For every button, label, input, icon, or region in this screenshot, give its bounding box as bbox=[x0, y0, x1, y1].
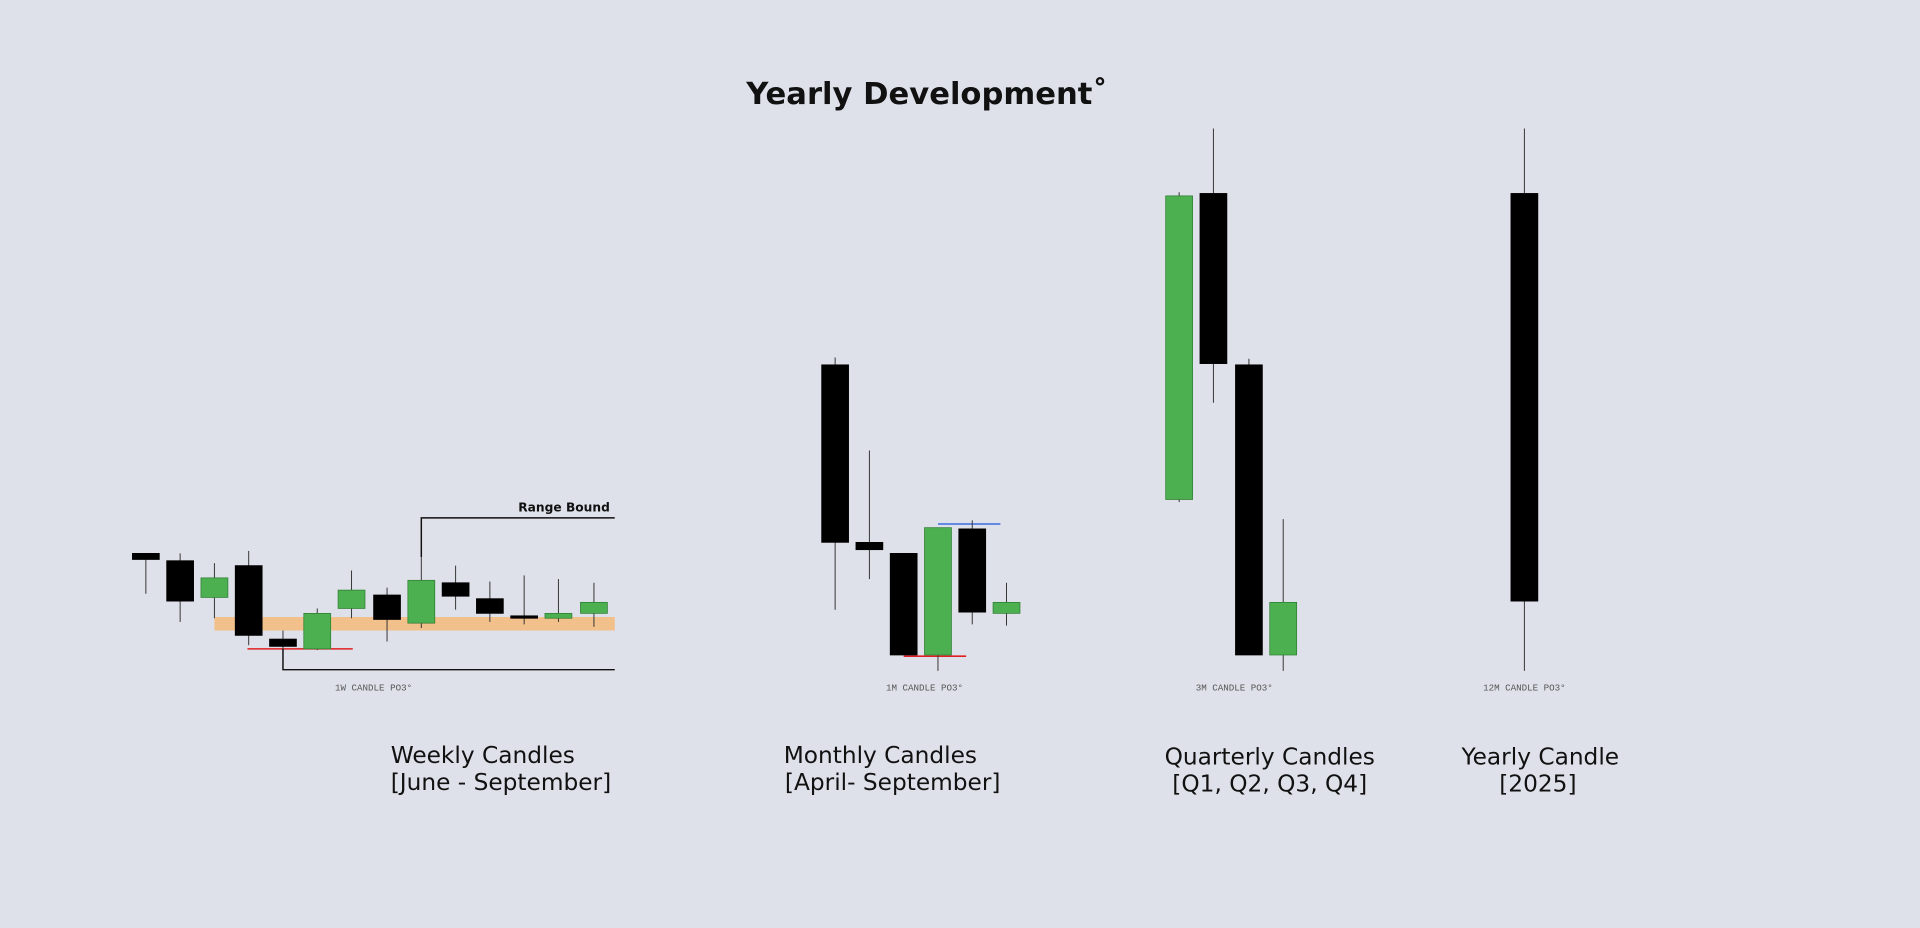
caption: Monthly Candles bbox=[784, 742, 977, 769]
candle-body bbox=[1269, 601, 1298, 656]
candle-body bbox=[580, 601, 608, 614]
candle-body bbox=[441, 582, 470, 597]
panel-tag: 3M CANDLE PO3° bbox=[1196, 682, 1273, 693]
candle-body bbox=[234, 565, 263, 636]
candles bbox=[132, 128, 1539, 671]
caption: [June - September] bbox=[391, 769, 611, 796]
candle-body bbox=[200, 577, 229, 598]
candle-body bbox=[476, 598, 504, 614]
panel-tag: 12M CANDLE PO3° bbox=[1483, 682, 1566, 693]
title: Yearly Development˚ bbox=[745, 76, 1107, 112]
candle-body bbox=[1199, 193, 1228, 364]
caption: [2025] bbox=[1499, 770, 1576, 797]
candle-body bbox=[269, 638, 297, 647]
candle-body bbox=[992, 601, 1021, 614]
candle-body bbox=[544, 612, 573, 619]
candle-body bbox=[821, 364, 849, 543]
caption: [Q1, Q2, Q3, Q4] bbox=[1172, 770, 1367, 797]
candle-body bbox=[1165, 195, 1193, 500]
candle-body bbox=[373, 594, 401, 620]
candle-body bbox=[303, 612, 332, 650]
candle-body bbox=[958, 528, 987, 613]
caption: Yearly Candle bbox=[1461, 743, 1620, 770]
candle-body bbox=[1235, 364, 1263, 656]
candle-body bbox=[132, 553, 160, 560]
caption: Weekly Candles bbox=[391, 742, 575, 769]
caption: [April- September] bbox=[785, 769, 1001, 796]
candle-body bbox=[510, 615, 538, 619]
candle-body bbox=[924, 527, 952, 656]
range-high bbox=[420, 517, 615, 558]
caption: Quarterly Candles bbox=[1165, 743, 1375, 770]
range-low bbox=[282, 648, 615, 671]
candle-body bbox=[337, 589, 366, 609]
candle-body bbox=[855, 541, 884, 551]
candle-body bbox=[889, 553, 918, 656]
candle-body bbox=[166, 560, 194, 602]
candle-body bbox=[1510, 193, 1539, 602]
panel-tag: 1M CANDLE PO3° bbox=[886, 682, 963, 693]
candle-body bbox=[407, 579, 436, 624]
panel-tag: 1W CANDLE PO3° bbox=[335, 682, 412, 693]
range-label: Range Bound bbox=[518, 501, 610, 515]
